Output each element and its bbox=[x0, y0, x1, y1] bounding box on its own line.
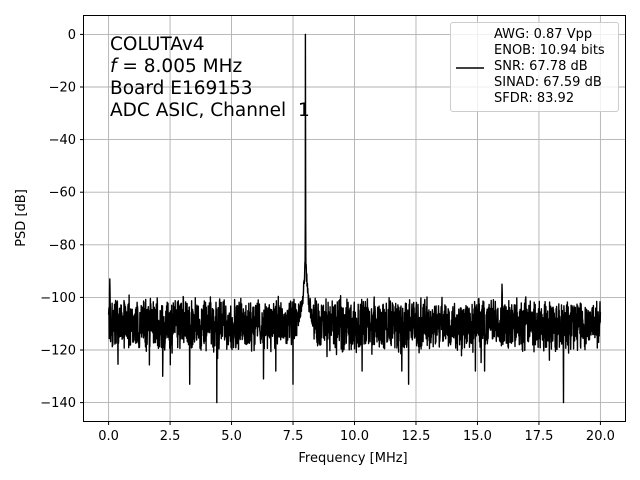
x-tick-label: 17.5 bbox=[524, 429, 553, 444]
x-tick-label: 15.0 bbox=[463, 429, 492, 444]
y-tick-label: 0 bbox=[68, 28, 76, 43]
legend-entry-snr: SNR: 67.78 dB bbox=[494, 59, 588, 74]
x-tick-label: 2.5 bbox=[160, 429, 181, 444]
legend-entry-sfdr: SFDR: 83.92 bbox=[494, 91, 574, 106]
x-tick-label: 0.0 bbox=[98, 429, 119, 444]
y-tick-label: −80 bbox=[49, 238, 76, 253]
x-tick-label: 7.5 bbox=[283, 429, 304, 444]
y-axis-label: PSD [dB] bbox=[14, 189, 29, 247]
y-tick-label: −100 bbox=[40, 291, 76, 306]
y-tick-label: −140 bbox=[40, 396, 76, 411]
psd-trace bbox=[107, 33, 602, 404]
legend-entry-sinad: SINAD: 67.59 dB bbox=[494, 75, 602, 90]
x-tick-label: 10.0 bbox=[340, 429, 369, 444]
annotation-frequency-symbol: f bbox=[110, 56, 119, 77]
annotation-frequency-value: = 8.005 MHz bbox=[117, 56, 243, 77]
annotation-chip: COLUTAv4 bbox=[110, 34, 205, 55]
x-tick-label: 20.0 bbox=[586, 429, 615, 444]
y-tick-label: −120 bbox=[40, 343, 76, 358]
legend: AWG: 0.87 Vpp ENOB: 10.94 bits SNR: 67.7… bbox=[450, 22, 619, 112]
x-axis-label: Frequency [MHz] bbox=[298, 451, 407, 466]
legend-entry-enob: ENOB: 10.94 bits bbox=[494, 43, 605, 58]
annotation-channel: ADC ASIC, Channel 1 bbox=[110, 100, 310, 121]
y-tick-label: −60 bbox=[49, 186, 76, 201]
y-tick-label: −20 bbox=[49, 81, 76, 96]
x-tick-label: 12.5 bbox=[402, 429, 431, 444]
x-tick-label: 5.0 bbox=[221, 429, 242, 444]
annotation-box: COLUTAv4 f = 8.005 MHz Board E169153 ADC… bbox=[110, 34, 310, 121]
psd-series bbox=[107, 33, 602, 404]
legend-entry-awg: AWG: 0.87 Vpp bbox=[494, 27, 592, 42]
y-tick-label: −40 bbox=[49, 133, 76, 148]
annotation-frequency: f = 8.005 MHz bbox=[110, 56, 242, 77]
legend-box bbox=[450, 22, 619, 112]
axis-ticks: 0.0 2.5 5.0 7.5 10.0 12.5 15.0 17.5 20.0 0 −20 −40 −… bbox=[40, 28, 615, 444]
annotation-board: Board E169153 bbox=[110, 78, 253, 99]
